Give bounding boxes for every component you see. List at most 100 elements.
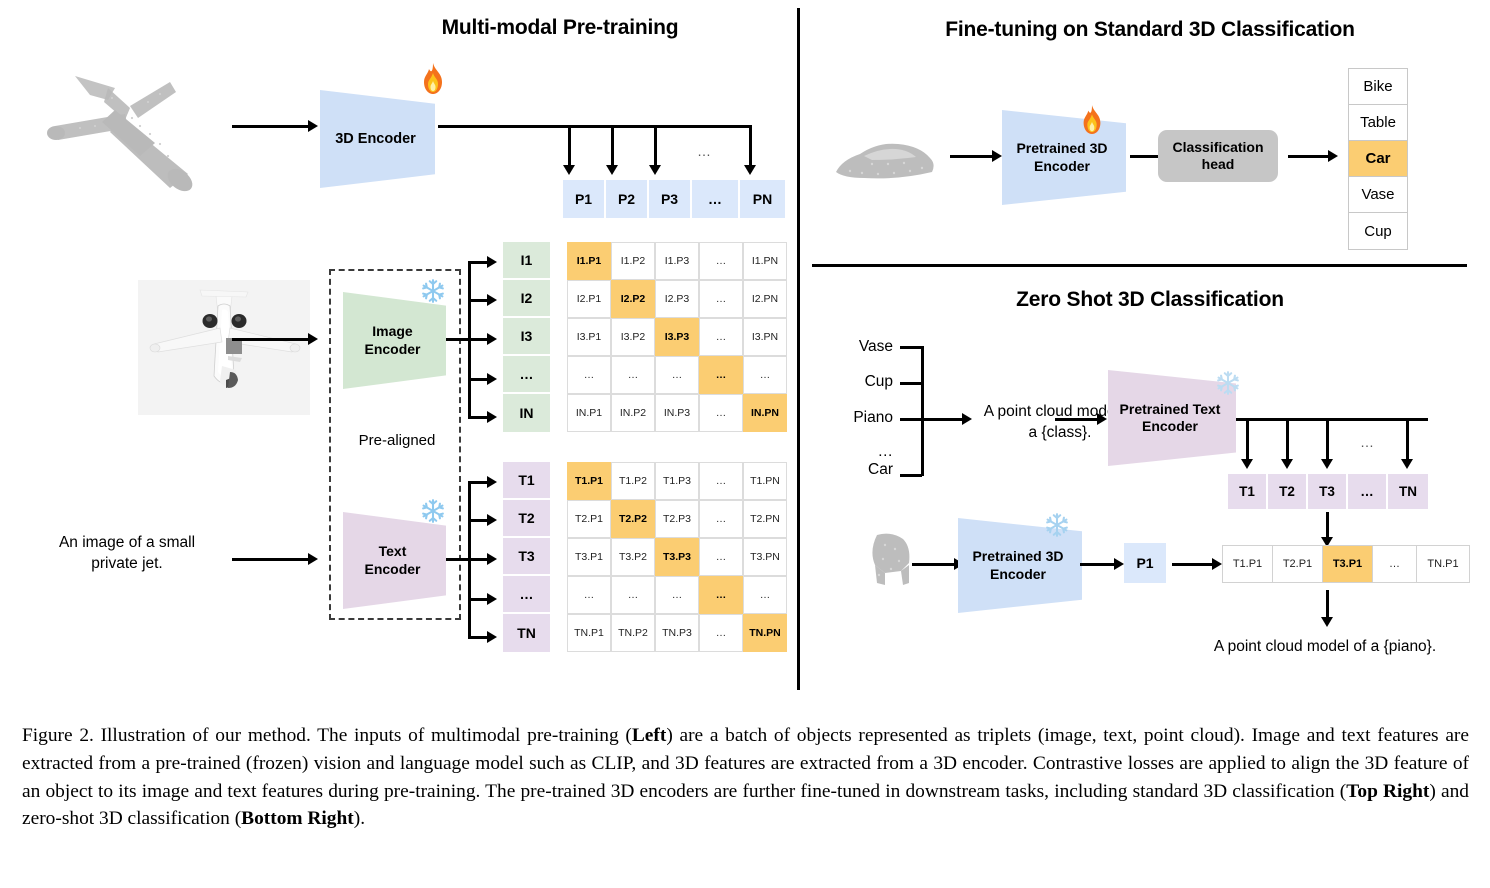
similarity-cell: I2.P2 bbox=[611, 280, 655, 318]
arrowhead bbox=[962, 413, 972, 425]
encoder-3d: 3D Encoder bbox=[320, 90, 435, 188]
similarity-cell: T1.P2 bbox=[611, 462, 655, 500]
arrowhead bbox=[308, 553, 318, 565]
arrow-text-to-textencoder bbox=[232, 558, 310, 561]
encoder-text-label-line1: Text bbox=[378, 543, 407, 559]
arrowhead bbox=[1321, 617, 1333, 627]
bus-ellipsis-label: … bbox=[697, 143, 711, 159]
class-list-item[interactable]: Table bbox=[1349, 105, 1407, 141]
arrowhead bbox=[606, 165, 618, 175]
bus-branch-i1 bbox=[468, 261, 490, 264]
similarity-cell: … bbox=[655, 356, 699, 394]
t-token: … bbox=[503, 576, 550, 614]
bus-branch-i3 bbox=[468, 338, 490, 341]
similarity-cell: I1.PN bbox=[743, 242, 787, 280]
car-point-cloud-icon bbox=[836, 143, 934, 179]
similarity-cell: … bbox=[611, 356, 655, 394]
bus-drop-t2 bbox=[1286, 418, 1289, 462]
bus-branch-tn bbox=[468, 636, 490, 639]
encoder-text-label-line2: Encoder bbox=[364, 560, 421, 577]
score-cell: T2.P1 bbox=[1273, 546, 1323, 582]
similarity-cell: TN.P3 bbox=[655, 614, 699, 652]
p-token: P2 bbox=[606, 180, 649, 218]
classification-head-line1: Classification bbox=[1172, 138, 1264, 155]
similarity-cell: I2.P1 bbox=[567, 280, 611, 318]
pre-aligned-box bbox=[329, 269, 461, 620]
arrowhead bbox=[563, 165, 575, 175]
encoder-pretrained-3d-zeroshot: Pretrained 3D Encoder bbox=[958, 518, 1082, 613]
class-list-item[interactable]: Car bbox=[1349, 141, 1407, 177]
classification-head-line2: head bbox=[1201, 156, 1235, 172]
similarity-cell: IN.P3 bbox=[655, 394, 699, 432]
similarity-cell: IN.PN bbox=[743, 394, 787, 432]
bus-branch-idots bbox=[468, 378, 490, 381]
similarity-cell: T3.P1 bbox=[567, 538, 611, 576]
t-token: T1 bbox=[1228, 474, 1268, 509]
similarity-cell: … bbox=[699, 500, 743, 538]
arrow-prompt-to-textencoder-2 bbox=[1055, 418, 1099, 421]
similarity-cell: T3.P3 bbox=[655, 538, 699, 576]
similarity-cell: … bbox=[655, 576, 699, 614]
similarity-cell: I3.P3 bbox=[655, 318, 699, 356]
class-bracket-tick-car bbox=[900, 474, 922, 477]
similarity-cell: … bbox=[699, 614, 743, 652]
text-point-similarity-matrix: T1.P1 T1.P2 T1.P3… T1.PN T2.P1 T2.P2 T2.P3… T2.… bbox=[567, 462, 787, 652]
arrowhead bbox=[487, 553, 497, 565]
similarity-cell: I3.PN bbox=[743, 318, 787, 356]
p-token-strip: P1 P2 P3 … PN bbox=[563, 180, 785, 218]
bus-branch-in bbox=[468, 416, 490, 419]
encoder-image: Image Encoder bbox=[343, 292, 446, 389]
similarity-cell: T3.PN bbox=[743, 538, 787, 576]
bus-drop-tn bbox=[1406, 418, 1409, 462]
class-list-item[interactable]: Bike bbox=[1349, 69, 1407, 105]
zeroshot-result-text: A point cloud model of a {piano}. bbox=[1213, 638, 1437, 655]
arrow-car-to-encoder bbox=[950, 155, 994, 158]
arrowhead bbox=[1241, 459, 1253, 469]
encoder-pretrained-3d-line1: Pretrained 3D bbox=[1016, 140, 1108, 156]
zeroshot-class-label: Cup bbox=[864, 373, 893, 390]
text-input-line1: An image of a small bbox=[58, 534, 196, 551]
arrowhead bbox=[487, 373, 497, 385]
class-list-item[interactable]: Cup bbox=[1349, 213, 1407, 249]
topright-panel-title: Fine-tuning on Standard 3D Classificatio… bbox=[945, 18, 1355, 41]
p-token: P1 bbox=[563, 180, 606, 218]
arrowhead bbox=[487, 333, 497, 345]
similarity-cell: … bbox=[611, 576, 655, 614]
arrow-piano-to-encoder bbox=[912, 563, 956, 566]
snowflake-icon bbox=[1217, 371, 1239, 395]
arrow-pointcloud-to-3dencoder bbox=[232, 125, 310, 128]
score-cell: T3.P1 bbox=[1323, 546, 1373, 582]
similarity-cell: IN.P2 bbox=[611, 394, 655, 432]
text-input-caption: An image of a small private jet. bbox=[32, 533, 222, 575]
arrow-encoder-to-p1 bbox=[1080, 563, 1116, 566]
arrowhead bbox=[992, 150, 1002, 162]
caption-part3: ) and zero-shot 3D classification ( bbox=[22, 780, 1469, 830]
caption-part4: ). bbox=[353, 808, 366, 830]
bus-drop-p1 bbox=[568, 125, 571, 168]
similarity-cell: T1.PN bbox=[743, 462, 787, 500]
bus-drop-p3 bbox=[654, 125, 657, 168]
class-list-item[interactable]: Vase bbox=[1349, 177, 1407, 213]
p-token: PN bbox=[740, 180, 785, 218]
arrowhead bbox=[1321, 537, 1333, 547]
zeroshot-class-label: … bbox=[877, 443, 894, 460]
t-token: T2 bbox=[1268, 474, 1308, 509]
left-panel-title: Multi-modal Pre-training bbox=[441, 16, 679, 39]
similarity-cell: T2.P3 bbox=[655, 500, 699, 538]
t-token: T2 bbox=[503, 500, 550, 538]
encoder-image-label-line1: Image bbox=[372, 323, 413, 339]
arrowhead bbox=[487, 514, 497, 526]
encoder-3d-zeroshot-line2: Encoder bbox=[989, 565, 1046, 582]
t-token-strip-zeroshot: T1 T2 T3 … TN bbox=[1228, 474, 1428, 509]
encoder-pretrained-3d-line2: Encoder bbox=[1033, 157, 1090, 174]
caption-part2: ) are a batch of objects represented as … bbox=[22, 725, 1469, 802]
t-token: … bbox=[1348, 474, 1388, 509]
zeroshot-class-label: Car bbox=[868, 461, 893, 478]
arrowhead bbox=[308, 333, 318, 345]
similarity-cell: I3.P1 bbox=[567, 318, 611, 356]
arrow-tstrip-to-scores bbox=[1326, 512, 1329, 540]
similarity-cell: … bbox=[699, 280, 743, 318]
class-bracket-vertical bbox=[921, 346, 924, 476]
arrow-scores-to-result bbox=[1326, 590, 1329, 620]
score-cell: … bbox=[1373, 546, 1417, 582]
